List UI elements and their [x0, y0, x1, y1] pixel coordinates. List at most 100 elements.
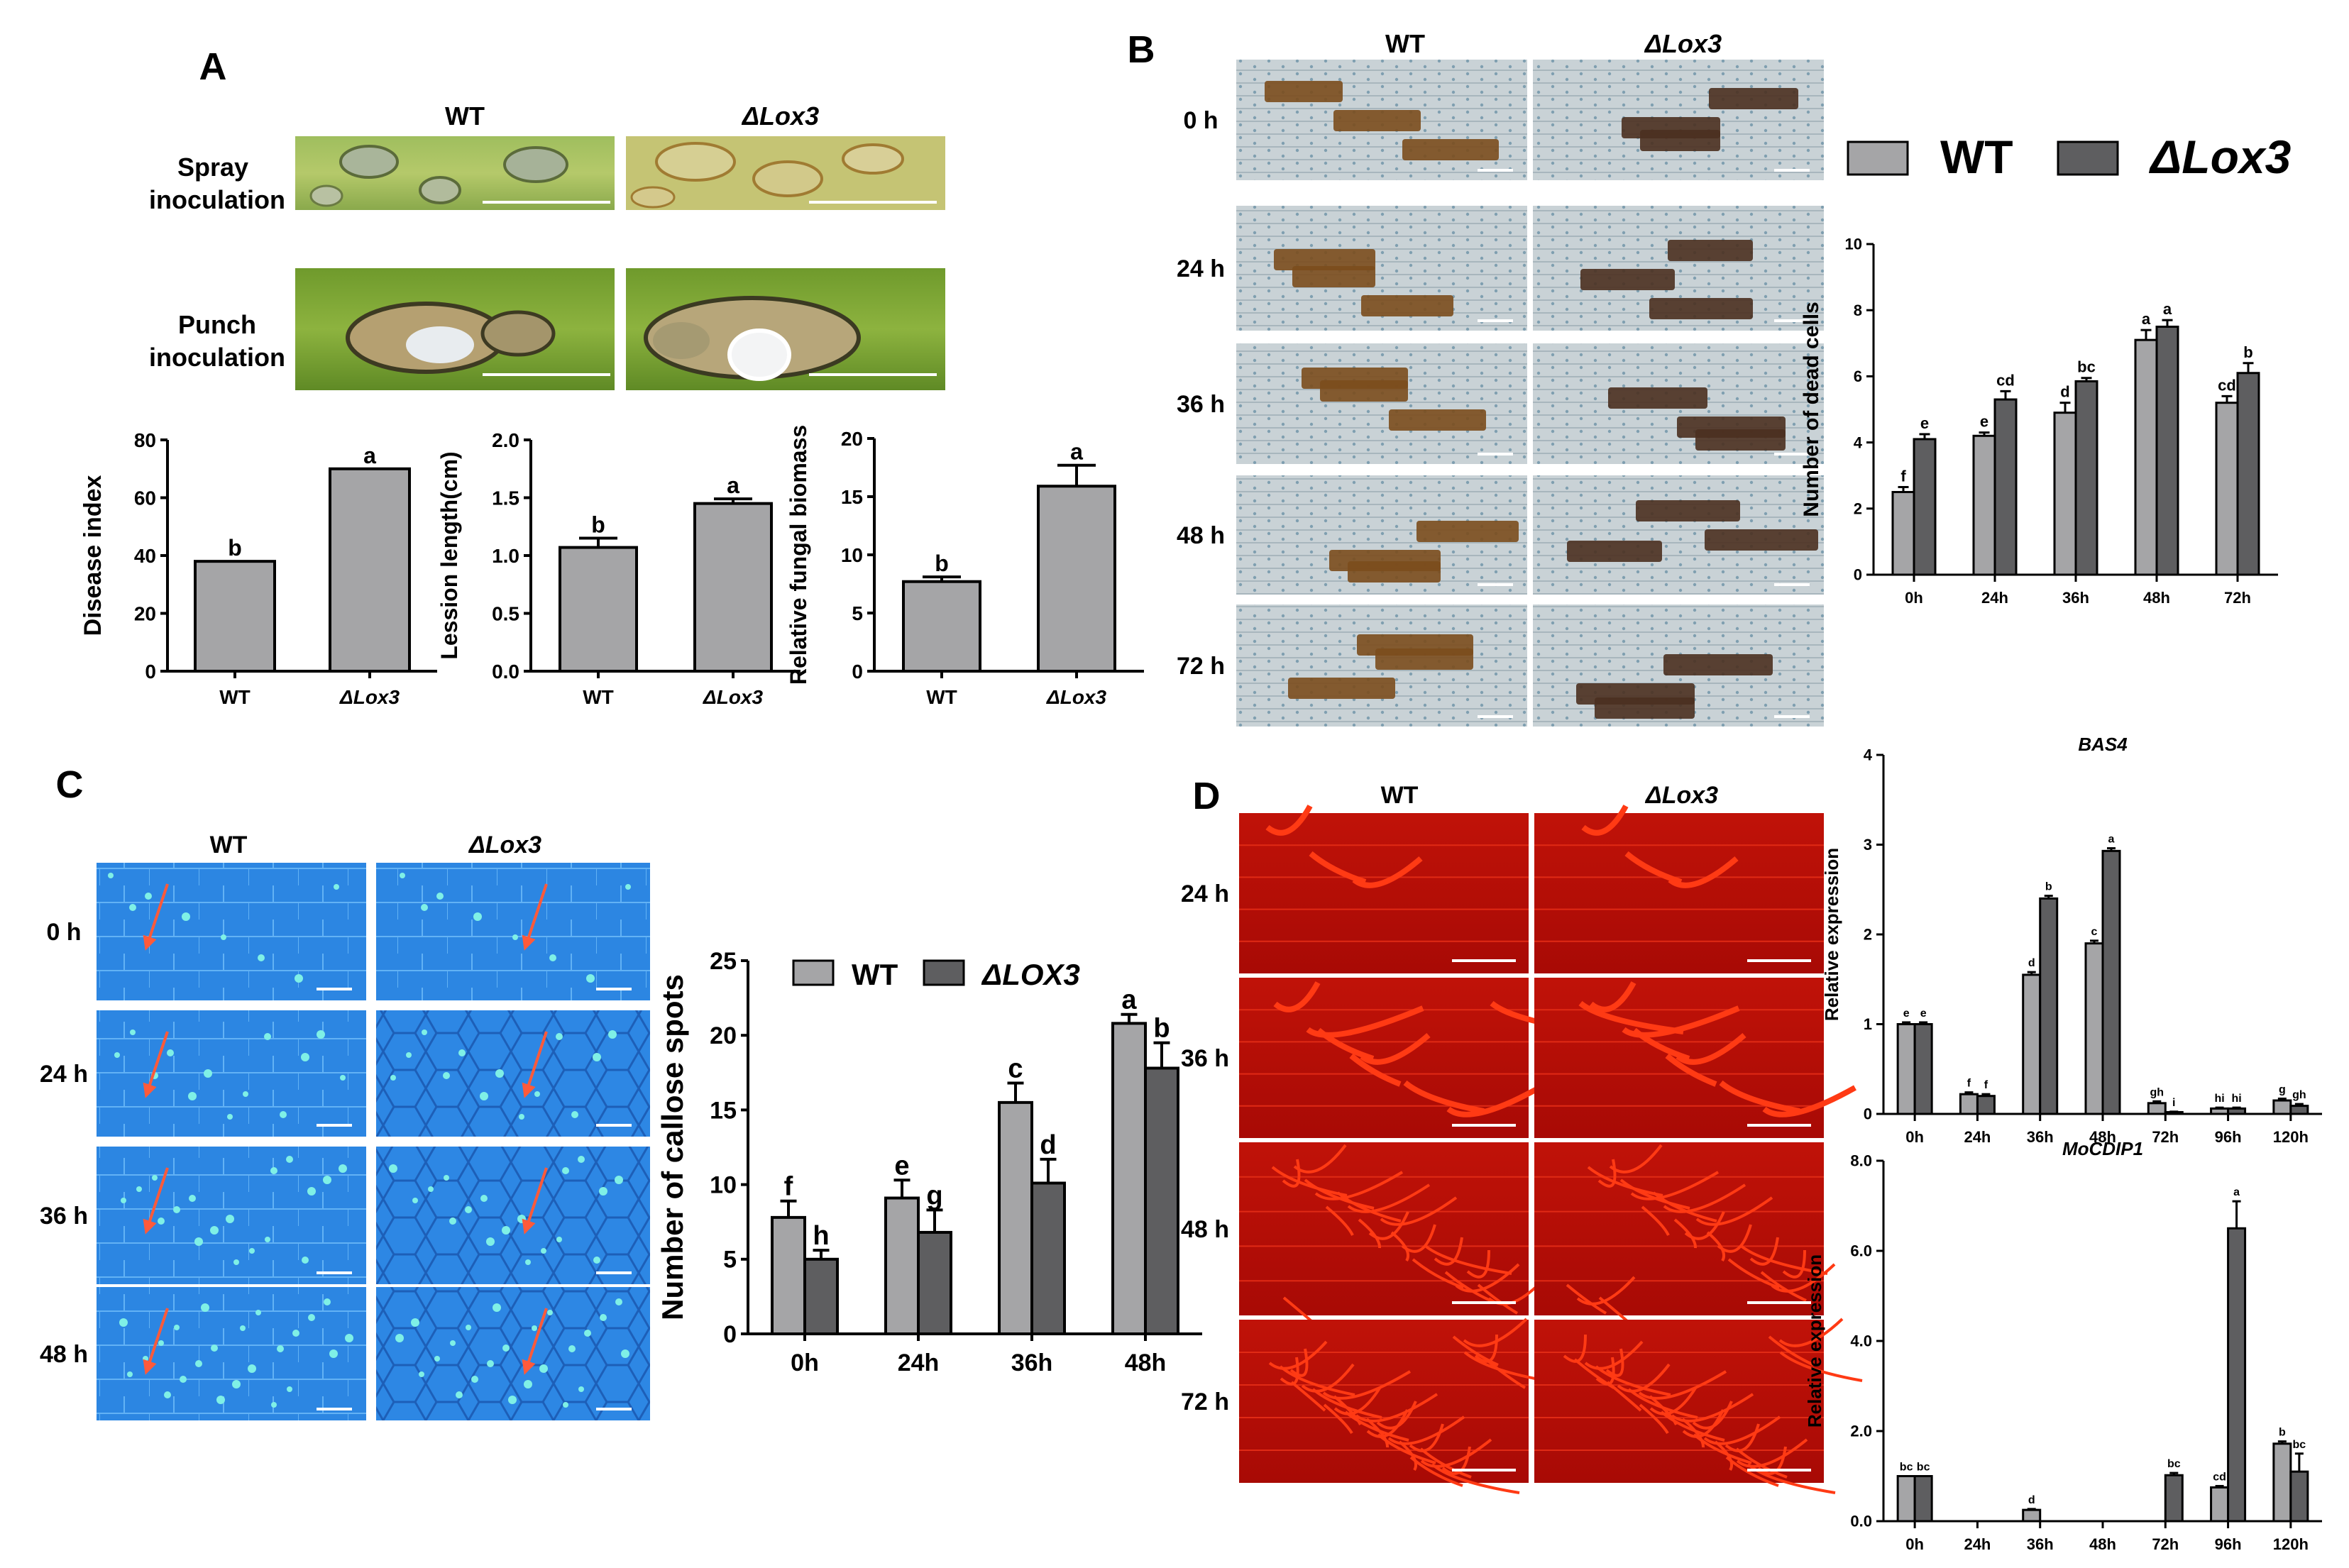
y-tick-label: 10 [1845, 236, 1862, 253]
significance-letter: bc [2077, 358, 2096, 376]
chart-bas4-expression: 0 1 2 3 4 Relative expression BAS4 e e 0h f f 24h d b 3… [1821, 734, 2322, 1146]
significance-letter: g [926, 1181, 942, 1210]
bar [2210, 1486, 2230, 1523]
bar [1037, 485, 1116, 673]
significance-letter: e [1980, 413, 1988, 431]
y-tick-label: 1.5 [492, 487, 519, 509]
significance-letter: i [2172, 1097, 2175, 1109]
bar [2272, 1442, 2292, 1523]
y-axis-label: Number of dead cells [1800, 302, 1823, 517]
panel-b-col-wt: WT [1385, 29, 1425, 58]
bar [2227, 1107, 2247, 1115]
bar [559, 546, 638, 673]
y-axis-label: Lession length(cm) [436, 451, 462, 659]
bar [2236, 372, 2260, 576]
legend-label-mut: ΔLOX3 [981, 958, 1080, 991]
micrograph-wt [1239, 1318, 1547, 1494]
bar [2210, 1107, 2230, 1115]
micrograph-mut [1534, 1318, 1863, 1494]
x-tick-label: 0h [1905, 589, 1923, 607]
x-tick-label: 36h [1011, 1349, 1053, 1376]
y-tick-label: 20 [134, 602, 156, 624]
bar [2164, 1474, 2184, 1523]
micrograph-mut [1533, 475, 1824, 595]
bar [1913, 1023, 1933, 1115]
micrograph-wt [1239, 978, 1595, 1138]
micrograph-wt [1236, 475, 1527, 595]
x-tick-label: 24h [1964, 1535, 1991, 1553]
bar [2074, 380, 2098, 576]
significance-letter: a [1070, 439, 1083, 465]
micrograph-wt [1236, 604, 1527, 727]
panel-d-col-wt: WT [1381, 782, 1419, 809]
bar [917, 1230, 952, 1335]
bar [329, 467, 411, 673]
x-tick-label: 120h [2273, 1128, 2309, 1146]
significance-letter: cd [2218, 376, 2236, 394]
y-tick-label: 15 [710, 1097, 737, 1124]
y-axis-label: Relative fungal biomass [786, 425, 811, 685]
x-tick-label: WT [583, 686, 614, 708]
panel-b: B WT ΔLox3 0 h24 h36 h48 h72 h WT ΔLox3 … [1128, 28, 2291, 727]
y-tick-label: 0 [723, 1321, 737, 1348]
y-tick-label: 6 [1854, 368, 1862, 385]
micrograph-wt [1236, 206, 1527, 331]
y-tick-label: 15 [841, 486, 863, 508]
significance-letter: a [1121, 985, 1137, 1015]
bar [771, 1215, 806, 1335]
x-tick-label: ΔLox3 [339, 686, 400, 708]
row-label-time: 48 h [40, 1341, 88, 1368]
micrograph-mut [1534, 978, 1856, 1138]
y-axis-label: Relative expression [1821, 848, 1842, 1021]
micrograph-mut [1534, 805, 1824, 973]
significance-letter: cd [1996, 371, 2015, 389]
micrograph-mut [1533, 206, 1824, 331]
x-tick-label: 48h [1125, 1349, 1167, 1376]
significance-letter: hi [2214, 1093, 2224, 1105]
y-tick-label: 4.0 [1850, 1332, 1872, 1350]
row-label-spray-2: inoculation [149, 185, 285, 214]
y-axis-label: Relative expression [1804, 1254, 1825, 1428]
y-tick-label: 2.0 [492, 429, 519, 451]
significance-letter: b [1153, 1014, 1170, 1044]
bar [2101, 849, 2121, 1115]
significance-letter: c [1008, 1054, 1023, 1084]
panel-b-col-mut: ΔLox3 [1644, 29, 1722, 58]
y-tick-label: 2 [1854, 500, 1862, 518]
row-label-time: 36 h [40, 1203, 88, 1230]
bar [1913, 438, 1937, 576]
y-tick-label: 8 [1854, 302, 1862, 319]
significance-letter: hi [2231, 1093, 2241, 1105]
x-tick-label: 48h [2089, 1128, 2116, 1146]
bar [1891, 491, 1915, 576]
leaf-image-spray-wt [295, 136, 615, 210]
significance-letter: g [2279, 1083, 2286, 1095]
significance-letter: c [2091, 926, 2098, 938]
legend-swatch-wt [1847, 140, 1909, 176]
y-tick-label: 10 [710, 1172, 737, 1199]
significance-letter: b [2045, 881, 2052, 893]
y-tick-label: 0 [145, 661, 156, 683]
significance-letter: gh [2292, 1089, 2306, 1101]
x-tick-label: 48h [2089, 1535, 2116, 1553]
y-axis-label: Disease index [79, 475, 106, 636]
chart-fungal-biomass: 0 5 10 15 20 Relative fungal biomass b WT a ΔLox3 [786, 425, 1144, 708]
panel-d-col-mut: ΔLox3 [1644, 782, 1718, 809]
significance-letter: d [2060, 383, 2069, 401]
bar [2289, 1105, 2309, 1115]
significance-letter: bc [1917, 1462, 1930, 1474]
y-tick-label: 0.0 [492, 661, 519, 683]
bar [2227, 1227, 2247, 1523]
panel-c: C WT ΔLox3 0 h 24 h 36 h 48 h WT ΔLOX3 0 5 10… [40, 763, 1202, 1420]
significance-letter: b [2279, 1427, 2286, 1439]
panel-c-letter: C [56, 763, 84, 806]
significance-letter: a [727, 473, 739, 498]
panel-c-col-wt: WT [210, 832, 248, 858]
significance-letter: d [2028, 1494, 2035, 1506]
micrograph-wt [1239, 1142, 1547, 1327]
significance-letter: d [1040, 1130, 1056, 1160]
y-tick-label: 5 [852, 602, 863, 624]
row-label-time: 24 h [40, 1061, 88, 1088]
significance-letter: f [1984, 1079, 1988, 1091]
